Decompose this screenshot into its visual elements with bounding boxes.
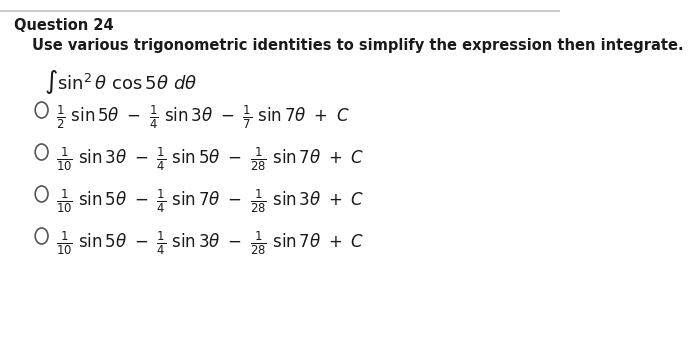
Text: $\frac{1}{10}\ \sin 5\theta\ -\ \frac{1}{4}\ \sin 7\theta\ -\ \frac{1}{28}\ \sin: $\frac{1}{10}\ \sin 5\theta\ -\ \frac{1}… <box>56 188 365 215</box>
Text: $\frac{1}{10}\ \sin 3\theta\ -\ \frac{1}{4}\ \sin 5\theta\ -\ \frac{1}{28}\ \sin: $\frac{1}{10}\ \sin 3\theta\ -\ \frac{1}… <box>56 146 365 173</box>
Text: $\frac{1}{2}\ \sin 5\theta\ -\ \frac{1}{4}\ \sin 3\theta\ -\ \frac{1}{7}\ \sin 7: $\frac{1}{2}\ \sin 5\theta\ -\ \frac{1}{… <box>56 104 349 131</box>
Text: $\frac{1}{10}\ \sin 5\theta\ -\ \frac{1}{4}\ \sin 3\theta\ -\ \frac{1}{28}\ \sin: $\frac{1}{10}\ \sin 5\theta\ -\ \frac{1}… <box>56 230 365 257</box>
Text: Use various trigonometric identities to simplify the expression then integrate.: Use various trigonometric identities to … <box>32 38 684 53</box>
Text: Question 24: Question 24 <box>15 18 114 33</box>
Text: $\int \sin^{2}\theta\ \cos 5\theta\ d\theta$: $\int \sin^{2}\theta\ \cos 5\theta\ d\th… <box>44 68 197 96</box>
